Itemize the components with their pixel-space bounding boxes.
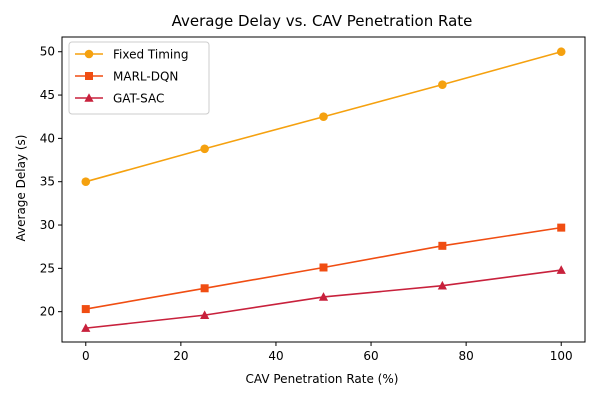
x-tick-label: 0 (82, 349, 90, 363)
x-axis-label: CAV Penetration Rate (%) (246, 372, 399, 386)
legend: Fixed Timing MARL-DQN GAT-SAC (68, 41, 210, 115)
y-tick-label: 50 (40, 45, 55, 59)
legend-label-gat-sac: GAT-SAC (113, 92, 164, 106)
x-tick-label: 80 (458, 349, 473, 363)
data-point-fixed-timing (438, 80, 447, 89)
x-tick-label: 20 (173, 349, 188, 363)
y-tick-label: 25 (40, 261, 55, 275)
x-tick-label: 100 (550, 349, 573, 363)
legend-label-marl-dqn: MARL-DQN (113, 70, 178, 84)
x-tick-label: 40 (268, 349, 283, 363)
legend-marker-marl-dqn (85, 72, 93, 80)
x-tick-label: 60 (363, 349, 378, 363)
axes-frame (61, 36, 586, 343)
chart-title: Average Delay vs. CAV Penetration Rate (172, 12, 473, 30)
data-point-gat-sac (318, 292, 329, 301)
plot-area: 0 20 40 60 80 100 20 25 30 35 40 45 50 (40, 36, 586, 363)
data-point-marl-dqn (200, 284, 209, 293)
legend-box (68, 41, 210, 115)
legend-label-fixed-timing: Fixed Timing (113, 48, 188, 62)
data-point-gat-sac (437, 280, 447, 290)
y-axis-label: Average Delay (s) (14, 135, 28, 242)
legend-marker-fixed-timing (84, 49, 94, 59)
data-point-marl-dqn (319, 263, 328, 272)
y-tick-label: 30 (40, 218, 55, 232)
data-point-fixed-timing (81, 177, 91, 187)
legend-marker-gat-sac (84, 93, 94, 102)
data-point-marl-dqn (438, 241, 447, 250)
data-point-fixed-timing (319, 112, 328, 122)
y-tick-label: 45 (40, 88, 55, 102)
data-point-gat-sac (81, 323, 91, 332)
data-point-marl-dqn (81, 305, 90, 314)
data-point-marl-dqn (557, 223, 566, 232)
y-tick-label: 40 (40, 131, 55, 145)
y-tick-label: 35 (40, 175, 55, 189)
y-tick-label: 20 (40, 305, 55, 319)
data-point-gat-sac (200, 310, 210, 319)
data-point-fixed-timing (556, 47, 566, 57)
data-point-fixed-timing (200, 144, 209, 154)
data-point-gat-sac (556, 265, 566, 274)
